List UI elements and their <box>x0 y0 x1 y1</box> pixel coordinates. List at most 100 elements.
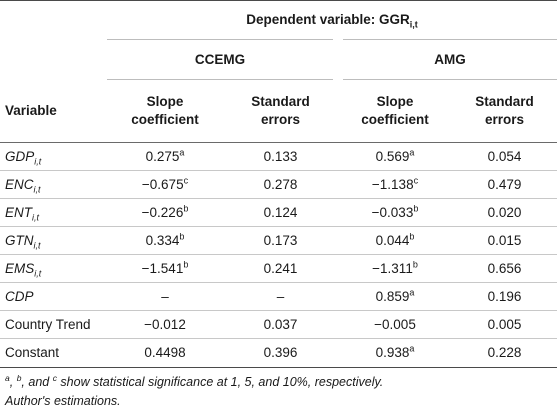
ccemg-slope-cell: – <box>107 282 223 311</box>
table-body: GDPi,t 0.275a 0.133 0.569a 0.054 ENCi,t −0.675… <box>0 142 557 368</box>
table-row: CDP – – 0.859a 0.196 <box>0 282 557 311</box>
ccemg-slope-cell: 0.334b <box>107 226 223 255</box>
amg-slope-cell: −1.311b <box>338 254 452 283</box>
amg-se-cell: 0.005 <box>452 310 557 339</box>
amg-slope-cell: 0.859a <box>338 282 452 311</box>
table-row: ENCi,t −0.675c 0.278 −1.138c 0.479 <box>0 170 557 199</box>
significance-marker: b <box>409 231 415 241</box>
ccemg-slope-cell: −0.675c <box>107 170 223 199</box>
ccemg-slope-cell: −0.226b <box>107 198 223 227</box>
amg-slope-cell: 0.938a <box>338 338 452 368</box>
source-note: Author's estimations. <box>5 394 121 408</box>
table-row: Constant 0.4498 0.396 0.938a 0.228 <box>0 338 557 368</box>
variable-name-cell: EMSi,t <box>0 254 107 283</box>
dependent-variable-subscript: i,t <box>409 19 418 30</box>
cell-value: 0.005 <box>487 316 522 332</box>
variable-name: ENT <box>5 204 32 220</box>
significance-marker: c <box>413 175 419 185</box>
variable-name-cell: ENTi,t <box>0 198 107 227</box>
dependent-variable-header: Dependent variable: GGRi,t <box>107 0 557 40</box>
variable-name: Constant <box>5 345 60 360</box>
variable-name: ENC <box>5 176 34 192</box>
significance-marker: a <box>409 147 415 157</box>
amg-slope-cell: −0.033b <box>338 198 452 227</box>
significance-marker: b <box>183 259 189 269</box>
cell-value: 0.859 <box>375 288 410 304</box>
cell-value: 0.054 <box>487 148 522 164</box>
table-row: Country Trend −0.012 0.037 −0.005 0.005 <box>0 310 557 339</box>
amg-se-cell: 0.020 <box>452 198 557 227</box>
empty-corner-cell <box>0 40 107 80</box>
significance-marker: a <box>409 343 415 354</box>
amg-se-cell: 0.656 <box>452 254 557 283</box>
ccemg-slope-cell: 0.275a <box>107 142 223 171</box>
regression-results-table: Dependent variable: GGRi,t CCEMG AMG Var… <box>0 0 557 368</box>
cell-value: −1.138 <box>371 176 414 192</box>
cell-value: 0.228 <box>487 345 522 360</box>
cell-value: 0.334 <box>145 232 180 248</box>
column-header-row: Variable Slope coefficient Standard errors… <box>0 79 557 143</box>
significance-marker: b <box>183 203 189 213</box>
cell-value: −0.012 <box>144 316 186 332</box>
cell-value: 0.938 <box>375 345 410 360</box>
sig-marker-a: a <box>5 372 10 383</box>
cell-value: 0.4498 <box>144 345 186 360</box>
cell-value: 0.275 <box>145 148 180 164</box>
variable-name: EMS <box>5 260 35 276</box>
cell-value: 0.044 <box>375 232 410 248</box>
cell-value: 0.656 <box>487 260 522 276</box>
variable-name-cell: ENCi,t <box>0 170 107 199</box>
table-notes: a, b, and c show statistical significanc… <box>5 373 383 411</box>
variable-subscript: i,t <box>33 184 41 195</box>
note-separator: , <box>9 375 17 389</box>
amg-se-cell: 0.015 <box>452 226 557 255</box>
ccemg-slope-cell: −1.541b <box>107 254 223 283</box>
significance-note-text: show statistical significance at 1, 5, a… <box>56 375 384 389</box>
dependent-variable-label: Dependent variable: GGR <box>246 12 410 27</box>
variable-name: GTN <box>5 232 34 248</box>
ccemg-slope-header: Slope coefficient <box>107 79 223 143</box>
variable-name-cell: GDPi,t <box>0 142 107 171</box>
variable-subscript: i,t <box>32 212 40 223</box>
se-header-line1: Standard <box>475 94 534 109</box>
variable-name-cell: Constant <box>0 338 107 368</box>
ccemg-se-cell: 0.133 <box>223 142 338 171</box>
cell-value: 0.241 <box>263 260 298 276</box>
cell-value: – <box>276 288 285 304</box>
sig-marker-c: c <box>52 372 57 383</box>
ccemg-se-cell: – <box>223 282 338 311</box>
slope-header-line2: coefficient <box>361 112 429 127</box>
cell-value: – <box>161 288 169 304</box>
note-separator: , and <box>21 375 53 389</box>
cell-value: −0.005 <box>374 316 416 332</box>
se-header-line1: Standard <box>251 94 310 109</box>
method-header-ccemg: CCEMG <box>107 39 343 80</box>
amg-slope-cell: −1.138c <box>338 170 452 199</box>
significance-marker: b <box>412 259 418 269</box>
amg-se-cell: 0.228 <box>452 338 557 368</box>
dependent-variable-header-row: Dependent variable: GGRi,t <box>0 0 557 40</box>
amg-slope-cell: 0.569a <box>338 142 452 171</box>
ccemg-se-cell: 0.278 <box>223 170 338 199</box>
amg-se-cell: 0.479 <box>452 170 557 199</box>
variable-subscript: i,t <box>34 156 42 167</box>
ccemg-se-cell: 0.173 <box>223 226 338 255</box>
ccemg-slope-cell: 0.4498 <box>107 338 223 368</box>
ccemg-se-cell: 0.124 <box>223 198 338 227</box>
amg-se-cell: 0.054 <box>452 142 557 171</box>
slope-header-line1: Slope <box>376 94 414 109</box>
ccemg-se-cell: 0.037 <box>223 310 338 339</box>
sig-marker-b: b <box>16 372 22 383</box>
slope-header-line2: coefficient <box>131 112 199 127</box>
se-header-line2: errors <box>485 112 525 127</box>
ccemg-slope-cell: −0.012 <box>107 310 223 339</box>
significance-note: a, b, and c show statistical significanc… <box>5 373 383 392</box>
cell-value: −1.311 <box>372 260 413 276</box>
cell-value: 0.479 <box>487 176 522 192</box>
ccemg-se-header: Standard errors <box>223 79 338 143</box>
cell-value: 0.133 <box>263 148 298 164</box>
cell-value: 0.396 <box>263 345 298 360</box>
amg-slope-header: Slope coefficient <box>338 79 452 143</box>
ccemg-se-cell: 0.396 <box>223 338 338 368</box>
table-row: GTNi,t 0.334b 0.173 0.044b 0.015 <box>0 226 557 255</box>
